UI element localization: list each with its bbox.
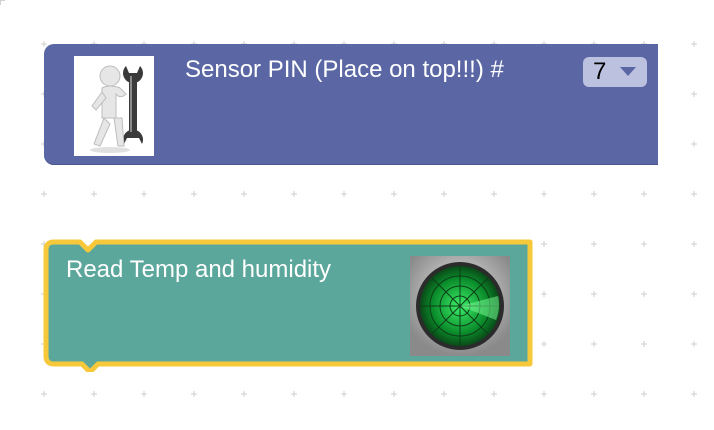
read-block-shape	[43, 239, 533, 372]
radar-icon	[410, 256, 510, 356]
wrench-figure-icon	[74, 56, 154, 156]
read-temp-label: Read Temp and humidity	[66, 256, 332, 283]
sensor-pin-label: Sensor PIN (Place on top!!!) #	[185, 56, 504, 83]
pin-number-value: 7	[593, 58, 607, 85]
pin-number-dropdown[interactable]: 7	[583, 57, 647, 87]
sensor-pin-block[interactable]: Sensor PIN (Place on top!!!) # 7	[44, 44, 658, 165]
chevron-down-icon	[620, 67, 636, 76]
read-temp-humidity-block[interactable]: Read Temp and humidity	[42, 238, 534, 372]
